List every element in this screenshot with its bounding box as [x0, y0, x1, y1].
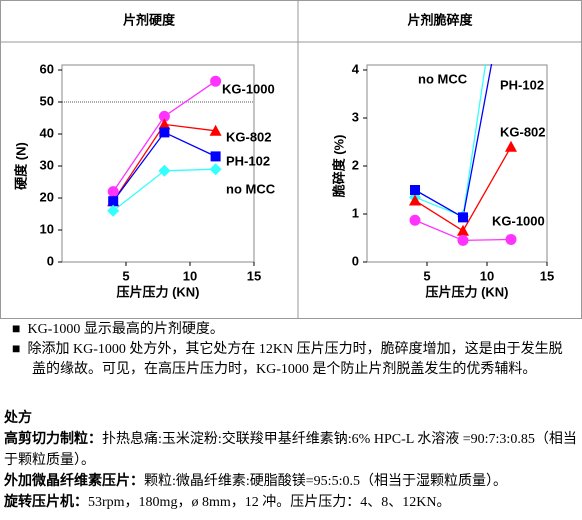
marker [409, 214, 421, 226]
marker [210, 75, 222, 87]
formula: 处方 高剪切力制粒：扑热息痛:玉米淀粉:交联羧甲基纤维素钠:6% HPC-L 水… [4, 408, 579, 513]
bullet: ■ KG-1000 显示最高的片剂硬度。 [12, 322, 224, 337]
bullets: ■ KG-1000 显示最高的片剂硬度。 ■ 除添加 KG-1000 处方外，其… [10, 320, 575, 380]
item-label: 旋转压片机： [4, 495, 88, 510]
marker [107, 204, 120, 217]
plot-frame [61, 64, 255, 263]
marker [458, 212, 468, 223]
y-tick-label: 0 [47, 253, 54, 268]
y-tick-label: 4 [352, 61, 360, 76]
bullet-text: KG-1000 显示最高的片剂硬度。 [27, 322, 224, 337]
marker [107, 186, 119, 198]
header: 片剂脆碎度 [407, 12, 473, 27]
marker [209, 124, 222, 136]
legend-label: no MCC [418, 71, 468, 86]
marker [409, 194, 421, 206]
x-tick-label: 10 [183, 268, 197, 283]
plot [414, 64, 512, 242]
x-tick-label: 5 [423, 268, 430, 283]
header: 片剂硬度 [123, 12, 176, 27]
x-tick-label: 10 [480, 268, 494, 283]
x-axis-label: 压片压力 (KN) [116, 284, 199, 299]
legend-label: PH-102 [226, 153, 270, 168]
y-tick-label: 2 [352, 157, 359, 172]
marker [505, 233, 517, 245]
plot-frame [366, 64, 548, 263]
formula-title: 处方 [4, 411, 32, 426]
legend-label: KG-802 [500, 124, 546, 139]
legend-label: KG-1000 [222, 81, 275, 96]
y-tick-label: 40 [40, 125, 54, 140]
legend-label: KG-802 [226, 129, 272, 144]
marker [505, 140, 517, 152]
plot [112, 80, 216, 212]
y-tick-label: 3 [352, 109, 359, 124]
legend-label: no MCC [226, 181, 276, 196]
y-tick-label: 30 [40, 157, 54, 172]
y-tick-label: 1 [352, 205, 359, 220]
x-tick-label: 5 [122, 268, 129, 283]
item-text: 扑热息痛:玉米淀粉:交联羧甲基纤维素钠:6% HPC-L 水溶液 =90:7:3… [4, 432, 577, 468]
x-axis-label: 压片压力 (KN) [425, 284, 508, 299]
y-axis-label: 硬度 (N) [13, 142, 28, 190]
legend-label: PH-102 [500, 77, 544, 92]
item-text: 颗粒:微晶纤维素:硬脂酸镁=95:5:0.5（相当于湿颗粒质量）。 [144, 474, 507, 489]
item-label: 高剪切力制粒： [4, 432, 102, 447]
item-text: 53rpm，180mg，ø 8mm，12 冲。压片压力：4、8、12KN。 [88, 495, 451, 510]
y-tick-label: 20 [40, 189, 54, 204]
y-tick-label: 0 [352, 253, 359, 268]
marker [210, 151, 221, 162]
marker [158, 164, 171, 177]
marker [410, 185, 420, 195]
marker [158, 118, 171, 130]
x-tick-label: 15 [540, 268, 554, 283]
marker [457, 234, 469, 246]
legend-label: KG-1000 [492, 213, 545, 228]
marker [159, 127, 170, 138]
bullet-text: 除添加 KG-1000 处方外，其它处方在 12KN 压片压力时，脆碎度增加，这… [27, 342, 563, 377]
table-border [0, 0, 582, 319]
marker [457, 224, 469, 236]
series-line [414, 64, 487, 218]
marker [209, 163, 222, 176]
series-line [414, 64, 493, 219]
y-tick-label: 50 [40, 93, 54, 108]
y-tick-label: 60 [40, 61, 54, 76]
marker [108, 196, 119, 207]
y-axis-label: 脆碎度 (%) [331, 135, 346, 199]
x-tick-label: 15 [247, 268, 261, 283]
marker [158, 110, 170, 122]
y-tick-label: 10 [40, 221, 54, 236]
bullet: ■ 除添加 KG-1000 处方外，其它处方在 12KN 压片压力时，脆碎度增加… [12, 342, 563, 377]
item-label: 外加微晶纤维素压片： [4, 474, 144, 489]
